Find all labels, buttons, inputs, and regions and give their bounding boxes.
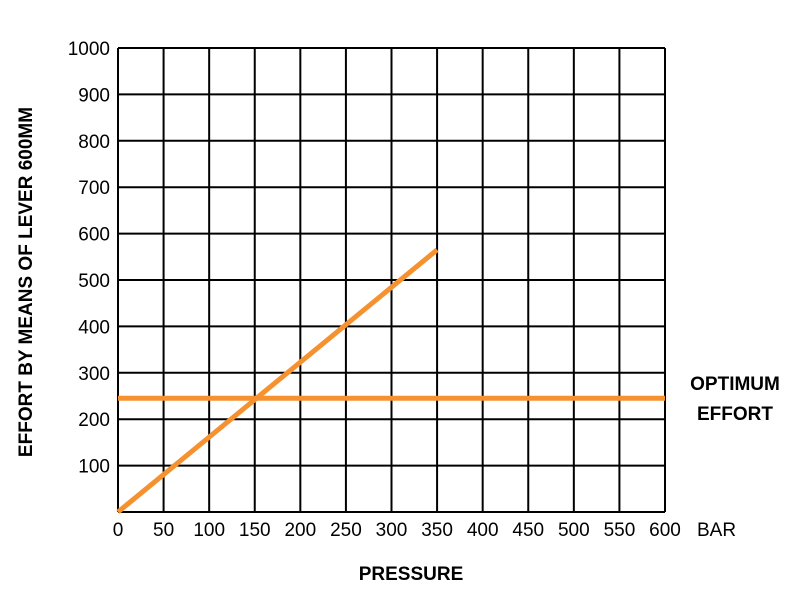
x-axis-label: PRESSURE (359, 564, 464, 585)
y-tick-label: 700 (78, 178, 110, 199)
x-tick-label: 350 (421, 520, 453, 541)
y-tick-labels: 100 200 300 400 500 600 700 800 900 1000 (68, 39, 110, 478)
x-tick-label: 550 (604, 520, 636, 541)
y-tick-label: 1000 (68, 39, 110, 60)
x-tick-label: 300 (376, 520, 408, 541)
y-tick-label: 300 (78, 364, 110, 385)
y-tick-label: 900 (78, 85, 110, 106)
x-tick-label: 500 (558, 520, 590, 541)
optimum-effort-annotation-line1: OPTIMUM (690, 374, 780, 395)
y-axis-label: EFFORT BY MEANS OF LEVER 600MM (16, 107, 37, 457)
x-tick-label: 450 (512, 520, 544, 541)
x-tick-label: 250 (330, 520, 362, 541)
x-tick-label: 400 (467, 520, 499, 541)
optimum-effort-annotation-line2: EFFORT (697, 404, 773, 425)
y-tick-label: 100 (78, 457, 110, 478)
x-tick-label: 100 (193, 520, 225, 541)
x-tick-label: 600 (649, 520, 681, 541)
x-tick-label: 150 (239, 520, 271, 541)
x-unit-label: BAR (697, 520, 736, 541)
y-tick-label: 800 (78, 132, 110, 153)
y-tick-label: 600 (78, 225, 110, 246)
y-tick-label: 500 (78, 271, 110, 292)
effort-pressure-line (116, 247, 439, 514)
x-tick-labels: 0 50 100 150 200 250 300 350 400 450 500 550 600 (113, 520, 681, 541)
x-tick-label: 50 (153, 520, 174, 541)
grid (117, 47, 666, 513)
x-tick-label: 0 (113, 520, 124, 541)
series-layer (116, 247, 665, 514)
y-tick-label: 400 (78, 317, 110, 338)
y-tick-label: 200 (78, 410, 110, 431)
x-tick-label: 200 (284, 520, 316, 541)
